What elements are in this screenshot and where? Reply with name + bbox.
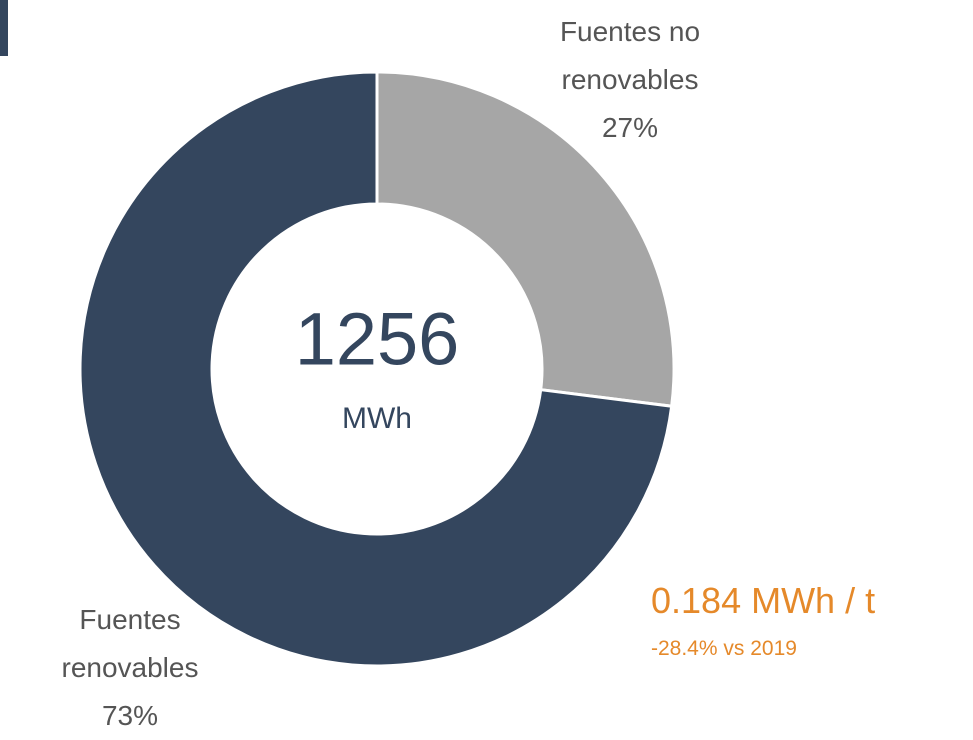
category-name: Fuentes renovables bbox=[61, 604, 199, 683]
change: -28.4% vs 2019 bbox=[651, 637, 797, 660]
segment-label: Fuentes no renovables 27% bbox=[530, 8, 730, 152]
percent-label: 73% bbox=[101, 700, 159, 731]
donut-segment bbox=[375, 70, 676, 408]
category-name: Fuentes no renovables bbox=[559, 16, 701, 95]
accent-bar bbox=[0, 0, 8, 56]
donut-segment bbox=[78, 70, 674, 668]
intensity: 0.184 MWh / t bbox=[651, 580, 876, 621]
segment-label: Fuentes renovables 73% bbox=[30, 596, 230, 740]
center-value: 1256 bbox=[295, 298, 460, 381]
percent-label: 27% bbox=[601, 112, 659, 143]
center-unit: MWh bbox=[342, 402, 412, 435]
